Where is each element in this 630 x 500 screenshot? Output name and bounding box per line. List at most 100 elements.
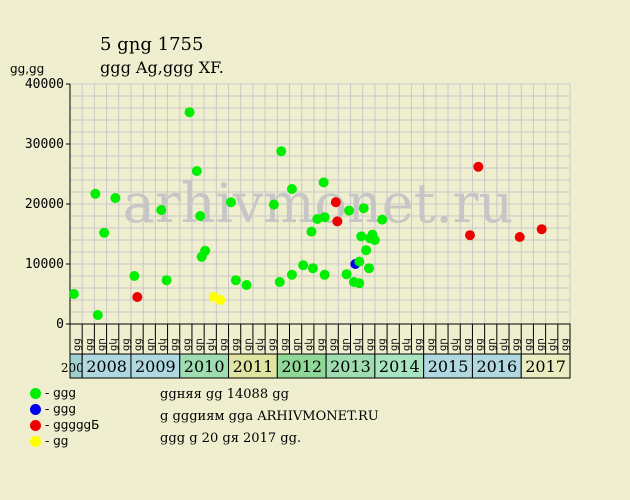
quarter-label: ցց (560, 338, 571, 351)
data-point (356, 231, 367, 242)
data-point (298, 260, 309, 271)
note-last-price: ցցняя ցց 14088 ցց (160, 387, 289, 402)
year-cell-2014 (374, 353, 425, 379)
note-date: ցցց ց 20 ցя 2017 ցց. (160, 431, 302, 446)
year-label: 2008 (86, 357, 127, 376)
chart-subtitle: ցցց Ag,ցցց XF. (100, 58, 224, 77)
year-cell-2012 (276, 353, 327, 379)
year-label: 2010 (184, 357, 225, 376)
data-point (330, 197, 341, 208)
legend-item-yellow: - ցց (30, 433, 99, 449)
data-point (344, 205, 355, 216)
data-point (319, 212, 330, 223)
legend-item-green: - ցցց (30, 385, 99, 401)
quarter-label: ցց (170, 338, 181, 351)
legend-dot-yellow (30, 435, 41, 447)
quarter-label: ցր (96, 338, 107, 351)
quarter-label: ցց (511, 338, 522, 351)
data-point (354, 278, 365, 289)
legend-dot-red (30, 419, 41, 431)
legend-dot-green (30, 387, 41, 399)
data-point (215, 295, 226, 305)
data-point (354, 256, 365, 267)
data-point (274, 277, 285, 287)
quarter-label: ցր (536, 338, 547, 351)
data-point (276, 146, 287, 157)
year-cell-2016 (471, 353, 522, 379)
year-label: 2013 (330, 357, 371, 376)
year-label: 2009 (135, 357, 176, 376)
year-cell-2009 (130, 353, 181, 379)
year-label: 2016 (476, 357, 517, 376)
data-point (68, 289, 79, 299)
legend-dot-blue (30, 403, 41, 415)
year-label: 2017 (525, 357, 566, 376)
data-point (361, 245, 372, 256)
quarter-label: ցր (438, 338, 449, 351)
quarter-label: ցց (182, 338, 193, 351)
legend-item-blue: - ցցց (30, 401, 99, 417)
data-point (341, 269, 352, 280)
quarter-label: ցր (340, 338, 351, 351)
y-tick-label: 10000 (25, 257, 64, 272)
quarter-label: ցց (231, 338, 242, 351)
quarter-label: ցց (328, 338, 339, 351)
quarter-label: ցր (292, 338, 303, 351)
quarter-label: ցր (243, 338, 254, 351)
quarter-label: ցկ (353, 338, 364, 351)
quarter-label: ցկ (255, 338, 266, 351)
y-tick-label: 20000 (25, 197, 64, 212)
quarter-label: ցկ (206, 338, 217, 351)
data-point (306, 226, 317, 237)
data-point (536, 224, 547, 235)
quarter-label: ցր (487, 338, 498, 351)
quarter-label: ցկ (548, 338, 559, 351)
legend-label-red: - ցցցցցБ (45, 418, 100, 432)
data-point (129, 271, 140, 281)
data-point (241, 280, 252, 290)
quarter-label: ցց (462, 338, 473, 351)
note-source: ց ցցցиям ցցа ARHIVMONET.RU (160, 409, 379, 424)
y-tick-label: 40000 (25, 77, 64, 92)
year-cell-2008 (81, 353, 132, 379)
chart-notes: ցցняя ցց 14088 ցց ց ցցցиям ցցа ARHIVMONE… (160, 384, 379, 450)
quarter-label: ցց (523, 338, 534, 351)
data-point (92, 310, 103, 320)
year-cell-2017 (520, 353, 571, 379)
data-point (307, 263, 318, 274)
data-point (465, 230, 475, 241)
data-point (319, 269, 330, 280)
data-point (225, 197, 236, 208)
quarter-label: ցց (377, 338, 388, 351)
year-label: 2011 (233, 357, 274, 376)
data-point (132, 292, 143, 302)
quarter-label: ցց (133, 338, 144, 351)
data-point (364, 263, 375, 274)
quarter-label: ցց (72, 338, 83, 351)
data-point (286, 184, 297, 194)
quarter-label: ցց (365, 338, 376, 351)
quarter-label: ցկ (450, 338, 461, 351)
data-point (90, 188, 101, 199)
legend-label-green: - ցցց (45, 386, 76, 400)
chart-title: 5 ցրց 1755 (100, 34, 204, 55)
data-point (99, 227, 110, 238)
quarter-label: ցր (389, 338, 400, 351)
quarter-label: ցց (475, 338, 486, 351)
year-label: 2012 (281, 357, 322, 376)
y-axis-label: ցց,ցց (10, 62, 45, 76)
data-point (358, 203, 369, 214)
data-point (195, 211, 206, 221)
year-label: 2014 (379, 357, 420, 376)
data-point (110, 193, 121, 203)
data-point (230, 275, 241, 286)
year-label: 2015 (428, 357, 469, 376)
legend-label-yellow: - ցց (45, 434, 69, 448)
data-point (268, 199, 279, 210)
data-point (286, 269, 297, 280)
quarter-label: ցց (426, 338, 437, 351)
data-point (473, 161, 484, 172)
data-point (318, 177, 329, 188)
quarter-label: ցց (121, 338, 132, 351)
